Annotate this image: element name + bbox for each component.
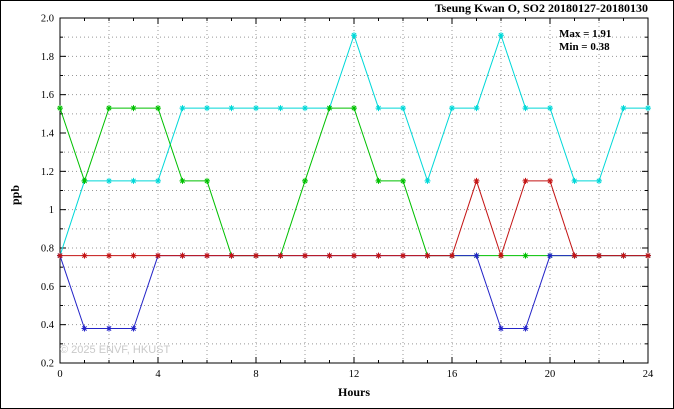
y-tick-label: 1: [49, 205, 54, 216]
point-marker: [81, 325, 88, 332]
point-marker: [204, 177, 210, 184]
point-marker: [106, 177, 112, 184]
point-marker: [81, 252, 88, 259]
point-marker: [302, 105, 308, 112]
x-tick-label: 4: [155, 369, 161, 380]
point-marker: [130, 325, 137, 332]
y-tick-label: 1.8: [41, 52, 54, 63]
y-tick-label: 0.2: [41, 359, 54, 370]
point-marker: [179, 105, 186, 112]
point-marker: [57, 252, 63, 259]
point-marker: [473, 105, 480, 112]
point-marker: [326, 252, 333, 259]
y-tick-label: 1.2: [41, 167, 54, 178]
point-marker: [473, 177, 480, 184]
point-marker: [106, 325, 112, 332]
y-tick-label: 0.6: [41, 282, 54, 293]
point-marker: [204, 252, 210, 259]
point-marker: [375, 252, 382, 259]
y-tick-label: 1.6: [41, 90, 54, 101]
point-marker: [106, 105, 112, 112]
point-marker: [326, 105, 333, 112]
point-marker: [228, 252, 235, 259]
point-marker: [155, 105, 161, 112]
y-axis-label: ppb: [8, 184, 22, 205]
point-marker: [522, 105, 529, 112]
point-marker: [498, 32, 504, 39]
point-marker: [400, 105, 406, 112]
point-marker: [473, 252, 480, 259]
point-marker: [130, 105, 137, 112]
axis-ticks: [59, 17, 649, 364]
blue-series: [57, 252, 651, 332]
stats-annotation: Max = 1.91 Min = 0.38: [559, 28, 611, 54]
point-marker: [571, 177, 578, 184]
point-marker: [620, 105, 627, 112]
point-marker: [179, 177, 186, 184]
x-tick-label: 8: [253, 369, 258, 380]
point-marker: [571, 252, 578, 259]
green-series: [57, 105, 651, 259]
point-marker: [106, 252, 112, 259]
point-marker: [547, 252, 553, 259]
point-marker: [596, 252, 602, 259]
point-marker: [522, 325, 529, 332]
point-marker: [522, 252, 529, 259]
point-marker: [277, 252, 284, 259]
point-marker: [449, 105, 455, 112]
point-marker: [547, 177, 553, 184]
point-marker: [204, 105, 210, 112]
point-marker: [155, 252, 161, 259]
point-marker: [155, 177, 161, 184]
point-marker: [351, 105, 357, 112]
point-marker: [302, 252, 308, 259]
point-marker: [302, 177, 308, 184]
y-tick-label: 2.0: [41, 14, 54, 25]
point-marker: [596, 177, 602, 184]
y-tick-label: 0.8: [41, 244, 54, 255]
point-marker: [498, 325, 504, 332]
point-marker: [375, 177, 382, 184]
point-marker: [375, 105, 382, 112]
x-tick-label: 12: [349, 369, 360, 380]
x-tick-label: 16: [447, 369, 458, 380]
chart-title: Tseung Kwan O, SO2 20180127-20180130: [434, 1, 648, 15]
point-marker: [130, 177, 137, 184]
point-marker: [57, 105, 63, 112]
grid: [60, 18, 648, 363]
max-value-label: Max = 1.91: [559, 28, 612, 40]
y-tick-label: 1.4: [41, 129, 55, 140]
x-tick-label: 0: [57, 369, 62, 380]
x-axis-label: Hours: [337, 385, 370, 399]
point-marker: [130, 252, 137, 259]
point-marker: [424, 177, 431, 184]
point-marker: [498, 252, 504, 259]
watermark: © 2025 ENVF, HKUST: [60, 344, 171, 356]
x-tick-label: 24: [643, 369, 654, 380]
point-marker: [547, 105, 553, 112]
point-marker: [253, 252, 259, 259]
point-marker: [277, 105, 284, 112]
point-marker: [253, 105, 259, 112]
min-value-label: Min = 0.38: [559, 41, 610, 53]
tick-labels: 0 4 8 12 16 20 24 2.0 1.8 1.6 1.4 1.2 1 0.8 0.6 0.4 0.2: [41, 14, 654, 381]
point-marker: [351, 32, 357, 39]
y-tick-label: 0.4: [41, 320, 55, 331]
x-tick-label: 20: [545, 369, 556, 380]
point-marker: [424, 252, 431, 259]
point-marker: [645, 252, 651, 259]
point-marker: [449, 252, 455, 259]
red-series: [57, 177, 651, 259]
point-marker: [400, 252, 406, 259]
point-marker: [228, 105, 235, 112]
point-marker: [351, 252, 357, 259]
point-marker: [522, 177, 529, 184]
point-marker: [620, 252, 627, 259]
point-marker: [179, 252, 186, 259]
point-marker: [645, 105, 651, 112]
point-marker: [81, 177, 88, 184]
point-marker: [400, 177, 406, 184]
